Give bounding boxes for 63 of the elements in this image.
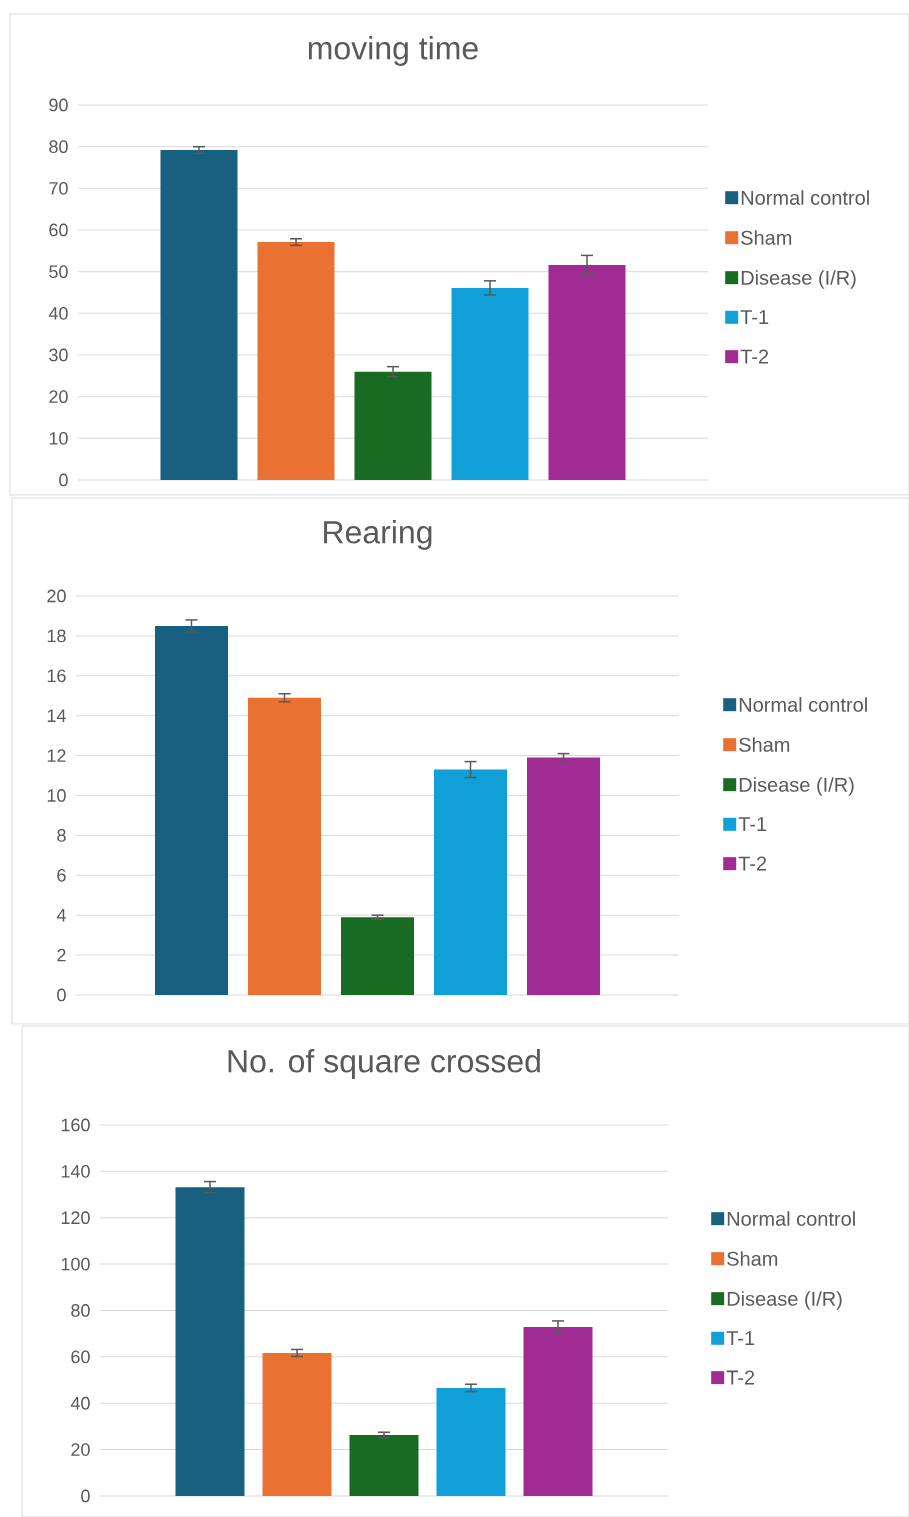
y-tick-label: 2 bbox=[57, 948, 66, 962]
bar bbox=[160, 150, 238, 480]
y-tick-label: 4 bbox=[56, 908, 66, 922]
y-tick-label: 0 bbox=[57, 988, 66, 1002]
legend-label: T-1 bbox=[726, 1331, 755, 1345]
bar bbox=[257, 242, 335, 480]
y-tick-label: 0 bbox=[81, 1489, 90, 1503]
legend-label: T-2 bbox=[726, 1370, 755, 1385]
y-tick-label: 6 bbox=[57, 868, 66, 882]
y-tick-label: 16 bbox=[47, 669, 66, 683]
legend-label: T-1 bbox=[738, 817, 767, 831]
legend-label: Sham bbox=[727, 1251, 778, 1266]
bar bbox=[527, 757, 600, 995]
y-tick-label: 70 bbox=[49, 181, 68, 195]
bar bbox=[248, 697, 321, 995]
legend-label: Sham bbox=[741, 230, 792, 245]
y-tick-label: 10 bbox=[49, 431, 68, 445]
y-tick-label: 50 bbox=[49, 265, 68, 279]
y-tick-label: 40 bbox=[48, 306, 68, 320]
legend-label: Disease (I/R) bbox=[739, 777, 854, 796]
legend-label: T-1 bbox=[740, 310, 769, 324]
chart-title: No. of square crossed bbox=[228, 1049, 540, 1079]
y-tick-label: 20 bbox=[71, 1443, 90, 1456]
y-tick-label: 140 bbox=[61, 1164, 90, 1178]
legend-label: T-2 bbox=[738, 856, 767, 871]
bar bbox=[548, 264, 626, 480]
legend-label: Disease (I/R) bbox=[741, 270, 856, 289]
bar bbox=[349, 1435, 419, 1496]
y-tick-label: 10 bbox=[47, 789, 66, 802]
legend-label: Sham bbox=[739, 737, 790, 752]
y-tick-label: 20 bbox=[49, 390, 68, 404]
y-tick-label: 120 bbox=[61, 1211, 90, 1225]
bar bbox=[434, 769, 507, 995]
bar bbox=[155, 625, 228, 995]
chart-title: Rearing bbox=[324, 520, 432, 550]
y-tick-label: 100 bbox=[61, 1257, 90, 1271]
y-tick-label: 90 bbox=[49, 98, 68, 112]
bar bbox=[354, 371, 432, 480]
y-tick-label: 60 bbox=[71, 1350, 90, 1364]
bar bbox=[175, 1187, 245, 1496]
bar bbox=[341, 917, 414, 995]
chart-title: moving time bbox=[308, 36, 478, 66]
y-tick-label: 30 bbox=[49, 348, 68, 362]
legend-label: Normal control bbox=[739, 697, 867, 712]
bar bbox=[523, 1326, 593, 1496]
y-tick-label: 8 bbox=[57, 829, 66, 842]
legend-label: T-2 bbox=[740, 349, 769, 364]
y-tick-label: 20 bbox=[47, 589, 66, 603]
y-tick-label: 12 bbox=[47, 749, 66, 762]
y-tick-label: 40 bbox=[70, 1396, 90, 1410]
legend-label: Normal control bbox=[727, 1211, 855, 1226]
bar bbox=[451, 287, 529, 480]
y-tick-label: 18 bbox=[47, 629, 66, 643]
y-tick-label: 160 bbox=[61, 1118, 90, 1132]
y-tick-label: 80 bbox=[71, 1304, 90, 1317]
y-tick-label: 60 bbox=[49, 223, 68, 237]
bar bbox=[436, 1387, 506, 1496]
bar bbox=[262, 1352, 332, 1496]
legend-label: Disease (I/R) bbox=[727, 1291, 842, 1310]
legend-label: Normal control bbox=[741, 190, 869, 205]
y-tick-label: 80 bbox=[49, 140, 68, 154]
y-tick-label: 0 bbox=[59, 473, 68, 487]
y-tick-label: 14 bbox=[47, 709, 66, 722]
